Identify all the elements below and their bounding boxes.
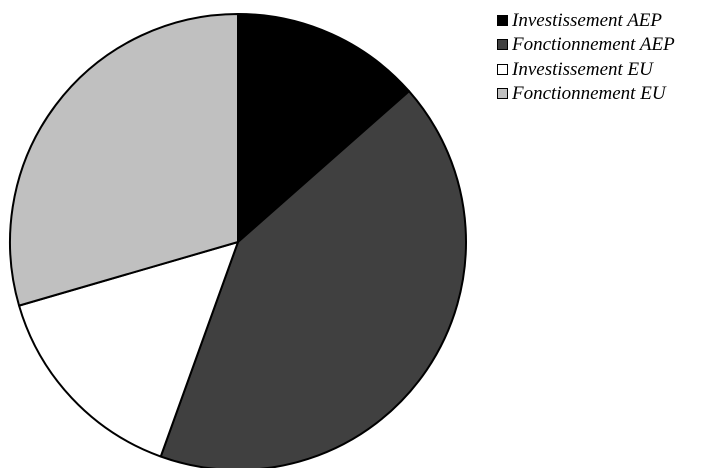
legend-label: Investissement AEP <box>512 9 663 31</box>
pie-slice-fonctionnement-aep <box>159 90 467 468</box>
legend-item: Fonctionnement EU <box>497 82 675 107</box>
legend-swatch <box>497 63 508 75</box>
legend: Investissement AEP Fonctionnement AEP In… <box>497 8 675 106</box>
legend-swatch <box>497 88 508 100</box>
pie-slice-investissement-eu <box>18 241 239 458</box>
legend-label: Investissement EU <box>512 58 653 80</box>
legend-item: Investissement AEP <box>497 8 675 33</box>
legend-item: Fonctionnement AEP <box>497 33 675 58</box>
legend-swatch <box>497 39 508 51</box>
pie-slices <box>9 13 467 468</box>
pie-slice-investissement-aep <box>237 13 411 243</box>
legend-swatch <box>497 14 508 26</box>
legend-item: Investissement EU <box>497 57 675 82</box>
pie-slice-fonctionnement-eu <box>9 13 239 307</box>
legend-label: Fonctionnement EU <box>512 83 666 105</box>
legend-label: Fonctionnement AEP <box>512 34 675 56</box>
